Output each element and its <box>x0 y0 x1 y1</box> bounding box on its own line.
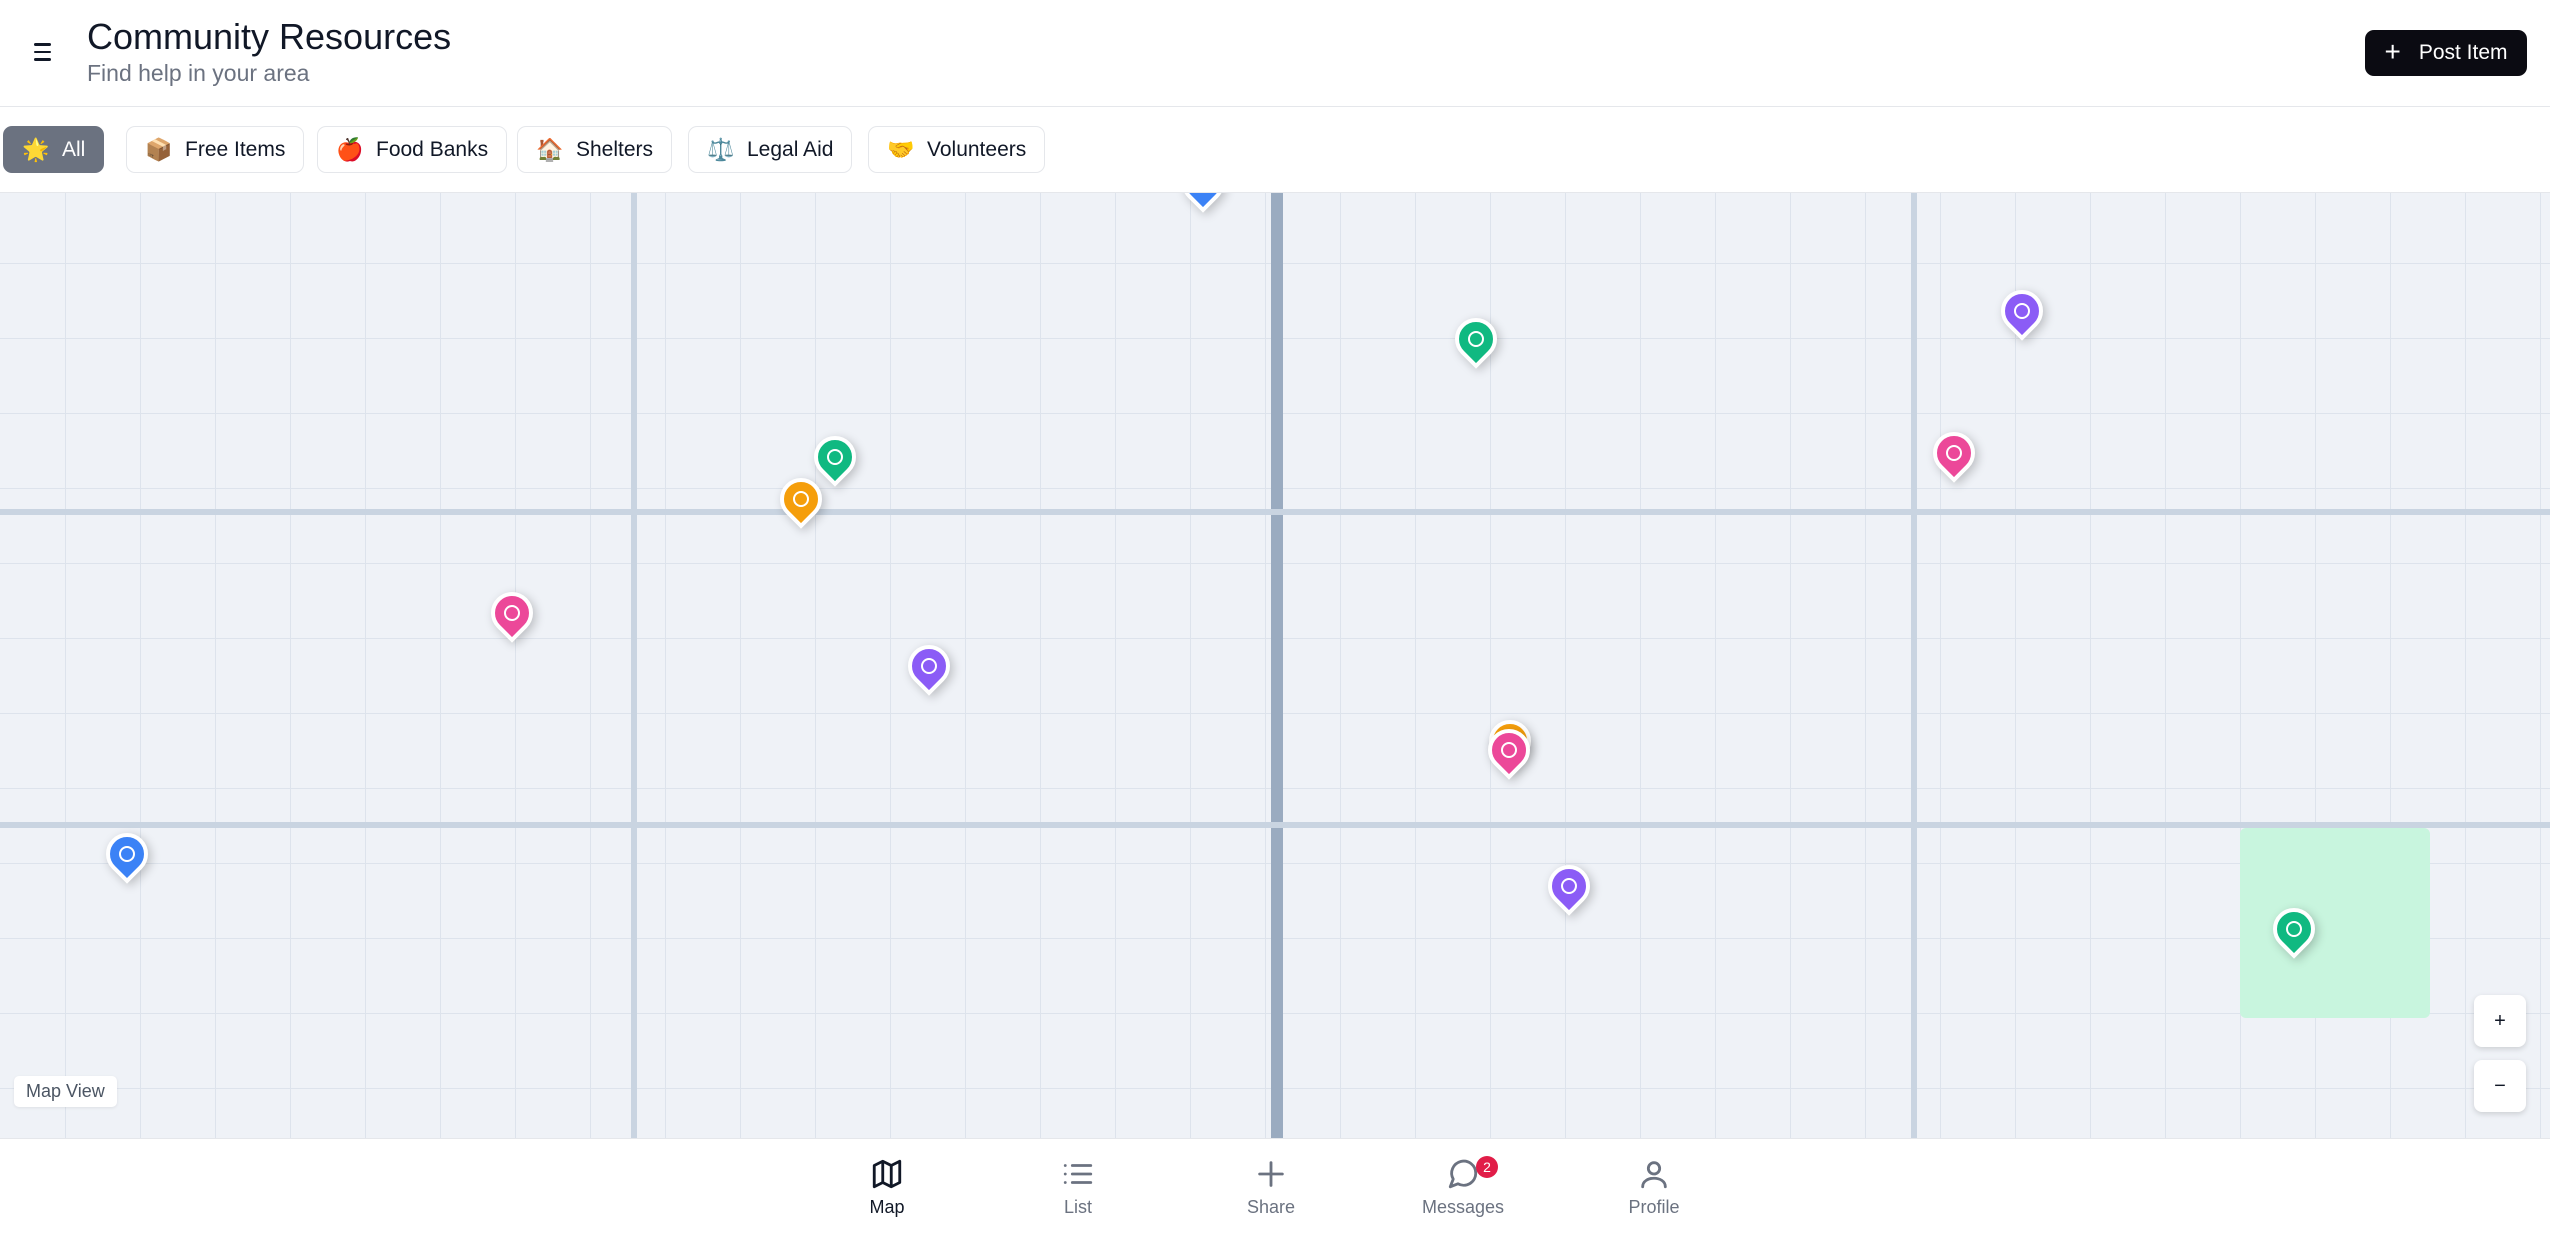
house-icon: 🏠 <box>536 136 564 162</box>
filter-chip-label: Free Items <box>185 137 286 161</box>
map-road <box>0 509 2550 515</box>
filter-chip-legal-aid[interactable]: ⚖️ Legal Aid <box>688 126 853 173</box>
user-icon <box>1641 1161 1667 1189</box>
map-icon <box>872 1159 902 1189</box>
filter-chip-free-items[interactable]: 📦 Free Items <box>126 126 305 173</box>
map-pin-icon[interactable] <box>97 824 157 884</box>
map-road <box>631 193 637 1138</box>
zoom-out-button[interactable]: − <box>2474 1060 2526 1112</box>
apple-icon: 🍎 <box>336 136 364 162</box>
nav-item-list[interactable]: List <box>1013 1157 1143 1218</box>
handshake-icon: 🤝 <box>887 136 915 162</box>
map-pin-icon[interactable] <box>482 583 542 643</box>
map-pin-icon[interactable] <box>899 636 959 696</box>
zoom-in-button[interactable]: + <box>2474 995 2526 1047</box>
star-icon: 🌟 <box>22 136 50 162</box>
map-pin-icon[interactable] <box>1539 856 1599 916</box>
message-icon <box>1448 1159 1478 1189</box>
nav-item-label: Messages <box>1421 1197 1505 1217</box>
nav-item-label: Profile <box>1628 1197 1680 1217</box>
map-pin-icon[interactable] <box>1173 193 1233 213</box>
nav-item-messages[interactable]: 2 Messages <box>1398 1156 1528 1218</box>
map-pin-icon[interactable] <box>1446 309 1506 369</box>
package-icon: 📦 <box>145 136 173 162</box>
map-park-area <box>2240 828 2430 1018</box>
menu-icon[interactable] <box>26 38 58 66</box>
list-icon <box>1063 1164 1093 1184</box>
page-subtitle: Find help in your area <box>87 60 310 86</box>
map-pin-icon[interactable] <box>1924 423 1984 483</box>
filter-chip-label: Food Banks <box>376 137 489 161</box>
map-road <box>0 822 2550 828</box>
resource-map[interactable]: Map View + − <box>0 193 2550 1138</box>
map-main-road <box>1271 193 1283 1138</box>
unread-badge: 2 <box>1476 1156 1498 1178</box>
page-title: Community Resources <box>87 16 452 57</box>
map-pin-icon[interactable] <box>805 427 865 487</box>
filter-chip-volunteers[interactable]: 🤝 Volunteers <box>868 126 1046 173</box>
nav-item-share[interactable]: Share <box>1206 1157 1336 1218</box>
bottom-navigation: Map List Share 2 Messages Profile <box>0 1138 2550 1237</box>
plus-icon: + <box>2384 35 2401 67</box>
post-item-button[interactable]: + Post Item <box>2365 30 2527 76</box>
category-filter-bar: 🌟 All 📦 Free Items 🍎 Food Banks 🏠 Shelte… <box>0 107 2550 193</box>
post-item-label: Post Item <box>2418 41 2508 64</box>
app-header: Community Resources Find help in your ar… <box>0 0 2550 107</box>
map-view-label: Map View <box>14 1076 117 1107</box>
map-pin-icon[interactable] <box>1992 281 2052 341</box>
map-pin-icon[interactable] <box>1479 720 1539 780</box>
filter-chip-all[interactable]: 🌟 All <box>3 126 105 173</box>
scales-icon: ⚖️ <box>707 136 735 162</box>
map-pin-icon[interactable] <box>771 469 831 529</box>
filter-chip-shelters[interactable]: 🏠 Shelters <box>517 126 673 173</box>
nav-item-profile[interactable]: Profile <box>1589 1157 1719 1218</box>
filter-chip-label: All <box>62 137 86 161</box>
nav-item-map[interactable]: Map <box>822 1157 952 1218</box>
nav-item-label: List <box>1063 1197 1092 1217</box>
nav-item-label: Share <box>1246 1197 1296 1217</box>
filter-chip-label: Volunteers <box>927 137 1027 161</box>
plus-icon <box>1258 1161 1284 1187</box>
nav-item-label: Map <box>869 1197 905 1217</box>
filter-chip-food-banks[interactable]: 🍎 Food Banks <box>317 126 508 173</box>
map-road <box>1911 193 1917 1138</box>
filter-chip-label: Legal Aid <box>747 137 834 161</box>
filter-chip-label: Shelters <box>576 137 654 161</box>
